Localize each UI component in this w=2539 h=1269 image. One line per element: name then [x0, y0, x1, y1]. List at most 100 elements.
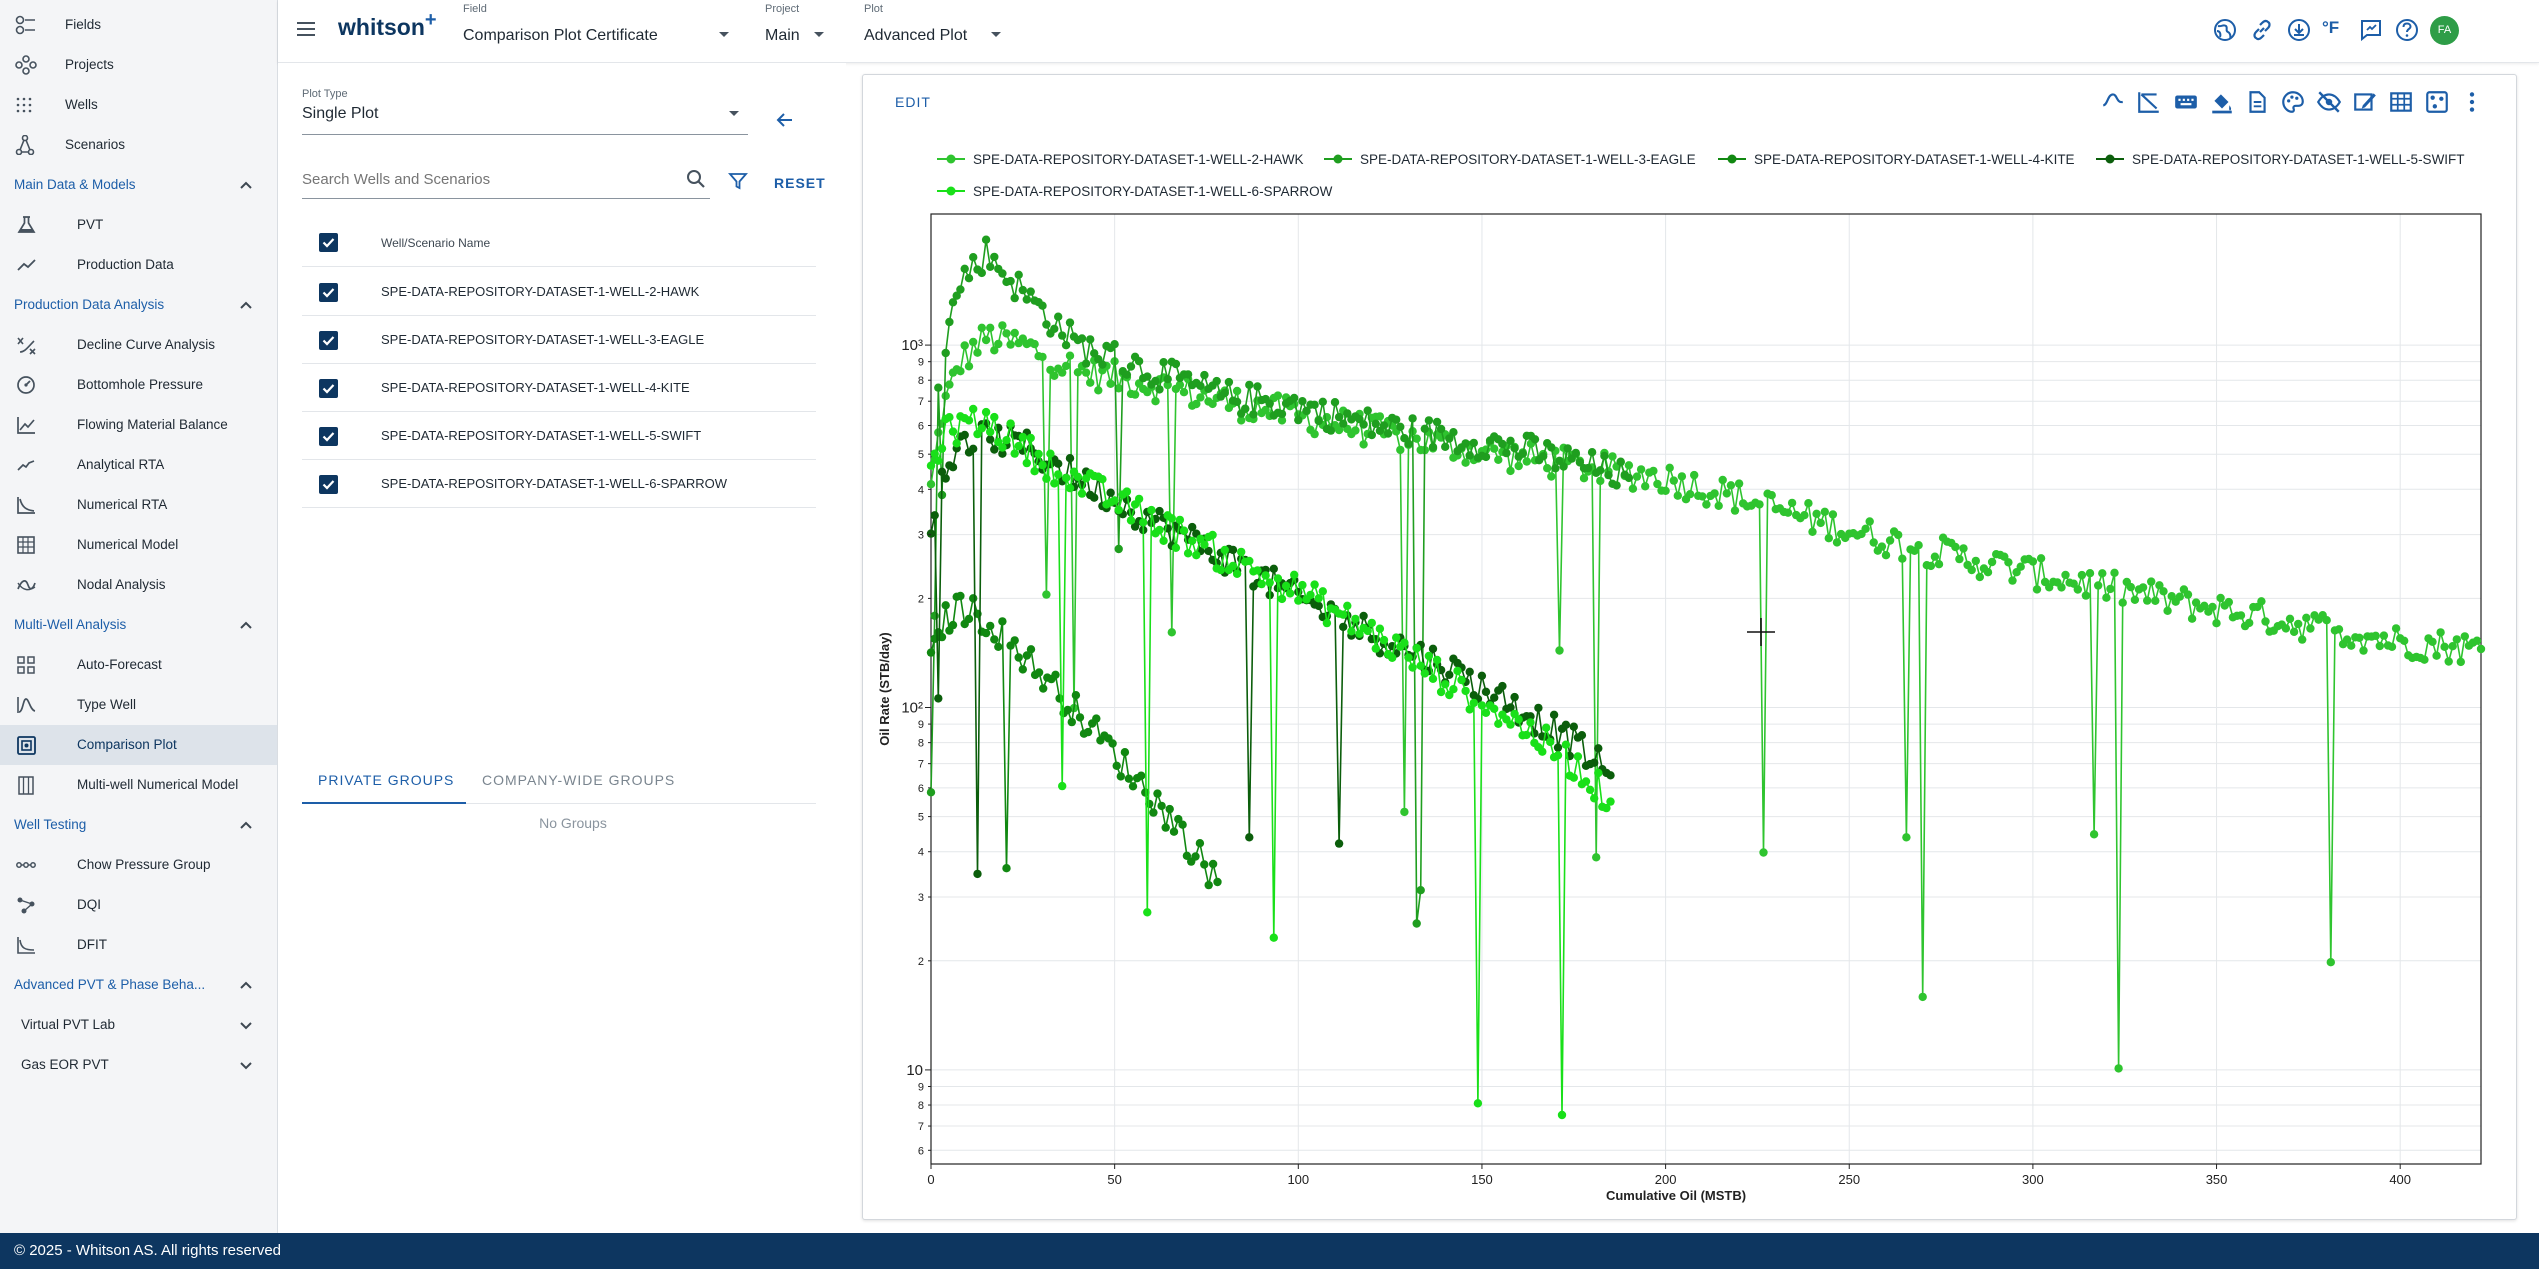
- annotate-icon[interactable]: [2352, 89, 2378, 115]
- x-tick-label: 400: [2389, 1172, 2411, 1187]
- data-point: [1590, 794, 1599, 803]
- series-1[interactable]: [926, 321, 2486, 1073]
- data-point: [1092, 714, 1101, 723]
- sidebar-item-auto-forecast[interactable]: Auto-Forecast: [0, 645, 277, 685]
- help-icon[interactable]: [2394, 17, 2420, 43]
- data-point: [1183, 370, 1193, 379]
- chevron-up-icon[interactable]: [238, 297, 254, 313]
- sidebar-item-flowing-material-balance[interactable]: Flowing Material Balance: [0, 405, 277, 445]
- legend-label[interactable]: SPE-DATA-REPOSITORY-DATASET-1-WELL-2-HAW…: [973, 152, 1304, 167]
- data-point: [1926, 561, 1936, 571]
- well-name[interactable]: SPE-DATA-REPOSITORY-DATASET-1-WELL-5-SWI…: [381, 428, 702, 443]
- sidebar-item-numerical-model[interactable]: Numerical Model: [0, 525, 277, 565]
- reset-button[interactable]: RESET: [774, 175, 826, 191]
- sidebar-section-header[interactable]: Advanced PVT & Phase Beha...: [0, 965, 277, 1005]
- collapse-panel-icon[interactable]: [774, 109, 796, 131]
- globe-icon[interactable]: [2212, 17, 2238, 43]
- sidebar-item-production-data[interactable]: Production Data: [0, 245, 277, 285]
- well-checkbox[interactable]: [319, 283, 338, 302]
- hide-icon[interactable]: [2316, 89, 2342, 115]
- more-vert-icon[interactable]: [2459, 89, 2485, 115]
- sidebar-section-header[interactable]: Well Testing: [0, 805, 277, 845]
- legend-label[interactable]: SPE-DATA-REPOSITORY-DATASET-1-WELL-5-SWI…: [2132, 152, 2465, 167]
- search-input[interactable]: [302, 167, 672, 191]
- document-icon[interactable]: [2244, 89, 2270, 115]
- keyboard-icon[interactable]: [2173, 89, 2199, 115]
- user-avatar[interactable]: FA: [2430, 16, 2459, 45]
- chevron-down-icon[interactable]: [238, 1017, 254, 1033]
- sidebar-item-type-well[interactable]: Type Well: [0, 685, 277, 725]
- data-point: [2334, 625, 2344, 634]
- sidebar-item-wells[interactable]: Wells: [0, 85, 277, 125]
- data-point: [1067, 717, 1076, 727]
- sidebar-item-numerical-rta[interactable]: Numerical RTA: [0, 485, 277, 525]
- chevron-up-icon[interactable]: [238, 977, 254, 993]
- sidebar-item-bottomhole-pressure[interactable]: Bottomhole Pressure: [0, 365, 277, 405]
- sidebar-section-header[interactable]: Production Data Analysis: [0, 285, 277, 325]
- comparison-chart[interactable]: 0 50 100 150 200 250 300 350 400 10 10² 10³ 6 7 8 9 2 3 4 5…: [863, 75, 2518, 1221]
- curve-fit-icon[interactable]: [2100, 89, 2126, 115]
- chevron-up-icon[interactable]: [238, 617, 254, 633]
- search-wells-field[interactable]: [302, 163, 710, 199]
- sidebar-section-header[interactable]: Gas EOR PVT: [0, 1045, 277, 1085]
- field-select[interactable]: Field Comparison Plot Certificate: [463, 0, 733, 62]
- legend-label[interactable]: SPE-DATA-REPOSITORY-DATASET-1-WELL-4-KIT…: [1754, 152, 2075, 167]
- legend-label[interactable]: SPE-DATA-REPOSITORY-DATASET-1-WELL-6-SPA…: [973, 184, 1333, 199]
- sidebar-item-chow-pressure-group[interactable]: Chow Pressure Group: [0, 845, 277, 885]
- project-select[interactable]: Project Main: [765, 0, 835, 62]
- sidebar-item-nodal-analysis[interactable]: Nodal Analysis: [0, 565, 277, 605]
- tab-private-groups[interactable]: PRIVATE GROUPS: [302, 756, 466, 804]
- well-checkbox[interactable]: [319, 475, 338, 494]
- chevron-up-icon[interactable]: [238, 817, 254, 833]
- chevron-down-icon[interactable]: [238, 1057, 254, 1073]
- plot-type-select[interactable]: Plot Type Single Plot: [302, 88, 748, 135]
- well-name[interactable]: SPE-DATA-REPOSITORY-DATASET-1-WELL-3-EAG…: [381, 332, 705, 347]
- sidebar-item-pvt[interactable]: PVT: [0, 205, 277, 245]
- sidebar-item-fields[interactable]: Fields: [0, 5, 277, 45]
- well-name[interactable]: SPE-DATA-REPOSITORY-DATASET-1-WELL-2-HAW…: [381, 284, 700, 299]
- paint-bucket-icon[interactable]: [2209, 89, 2235, 115]
- fahrenheit-icon[interactable]: °F: [2322, 18, 2340, 37]
- well-checkbox[interactable]: [319, 331, 338, 350]
- whitson-logo[interactable]: whitson+: [338, 9, 437, 46]
- search-icon[interactable]: [686, 169, 706, 189]
- table-icon[interactable]: [2388, 89, 2414, 115]
- sidebar-item-dqi[interactable]: DQI: [0, 885, 277, 925]
- feedback-icon[interactable]: [2358, 17, 2384, 43]
- link-icon[interactable]: [2249, 17, 2275, 43]
- data-point: [2159, 587, 2168, 596]
- decline-icon[interactable]: [2136, 89, 2162, 115]
- sidebar-item-decline-curve-analysis[interactable]: Decline Curve Analysis: [0, 325, 277, 365]
- data-point: [1616, 457, 1625, 466]
- data-point: [1018, 432, 1027, 442]
- data-point: [952, 291, 961, 300]
- sidebar-item-analytical-rta[interactable]: Analytical RTA: [0, 445, 277, 485]
- sidebar-section-header[interactable]: Multi-Well Analysis: [0, 605, 277, 645]
- well-name[interactable]: SPE-DATA-REPOSITORY-DATASET-1-WELL-6-SPA…: [381, 476, 728, 491]
- series-3[interactable]: [926, 591, 1222, 890]
- filter-icon[interactable]: [728, 171, 748, 191]
- scatter-select-icon[interactable]: [2424, 89, 2450, 115]
- data-point: [1014, 653, 1023, 662]
- sidebar-item-multi-well-numerical-model[interactable]: Multi-well Numerical Model: [0, 765, 277, 805]
- series-2[interactable]: [926, 235, 1634, 928]
- sidebar-item-scenarios[interactable]: Scenarios: [0, 125, 277, 165]
- plot-select[interactable]: Plot Advanced Plot: [864, 0, 1014, 62]
- sidebar-section-header[interactable]: Virtual PVT Lab: [0, 1005, 277, 1045]
- sidebar-item-projects[interactable]: Projects: [0, 45, 277, 85]
- sidebar-section-header[interactable]: Main Data & Models: [0, 165, 277, 205]
- well-name[interactable]: SPE-DATA-REPOSITORY-DATASET-1-WELL-4-KIT…: [381, 380, 690, 395]
- series-5[interactable]: [926, 404, 1615, 1120]
- sidebar-item-comparison-plot[interactable]: Comparison Plot: [0, 725, 277, 765]
- palette-icon[interactable]: [2280, 89, 2306, 115]
- edit-button[interactable]: EDIT: [895, 94, 931, 110]
- tab-company-wide-groups[interactable]: COMPANY-WIDE GROUPS: [466, 756, 686, 804]
- sidebar-item-dfit[interactable]: DFIT: [0, 925, 277, 965]
- well-checkbox[interactable]: [319, 379, 338, 398]
- well-checkbox[interactable]: [319, 427, 338, 446]
- download-icon[interactable]: [2286, 17, 2312, 43]
- select-all-checkbox[interactable]: [319, 233, 338, 252]
- menu-icon[interactable]: [296, 20, 316, 38]
- legend-label[interactable]: SPE-DATA-REPOSITORY-DATASET-1-WELL-3-EAG…: [1360, 152, 1696, 167]
- chevron-up-icon[interactable]: [238, 177, 254, 193]
